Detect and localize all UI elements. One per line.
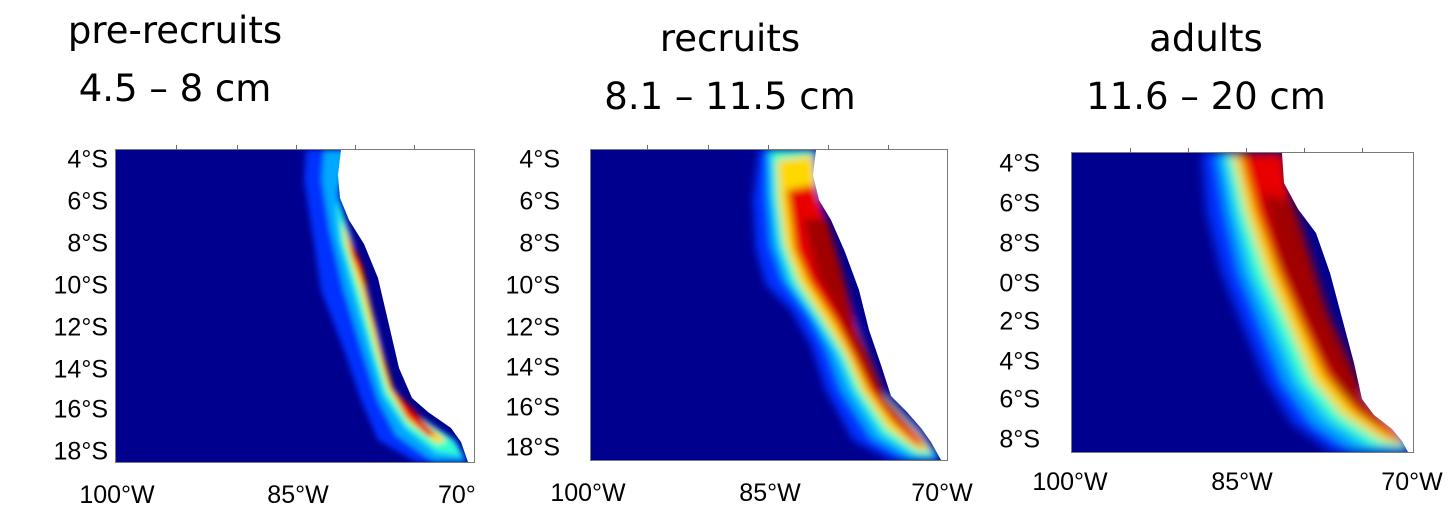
map-panel-adults: adults 11.6 – 20 cm 4°S 6°S 8°S 0°S 2°S … (970, 0, 1452, 513)
abundance-band (304, 150, 468, 462)
x-tick-label: 100°W (1032, 468, 1108, 496)
y-tick-label: 4°S (519, 145, 560, 174)
x-tick (1188, 148, 1189, 153)
y-tick-label: 14°S (53, 355, 108, 384)
y-tick-label: 6°S (999, 385, 1040, 414)
land-mask (813, 150, 947, 460)
y-tick-label: 4°S (999, 149, 1040, 178)
distribution-map (590, 149, 948, 461)
x-tick (237, 145, 238, 150)
x-tick (647, 145, 648, 150)
y-tick-label: 4°S (999, 347, 1040, 376)
y-tick-label: 8°S (999, 229, 1040, 258)
y-tick-label: 12°S (53, 313, 108, 342)
abundance-band (1202, 153, 1412, 452)
x-tick (768, 145, 769, 150)
x-tick (355, 145, 356, 150)
x-tick (414, 145, 415, 150)
panel-title-line1: adults (1149, 17, 1263, 60)
x-tick (1130, 148, 1131, 153)
panel-title-line2: 4.5 – 8 cm (78, 67, 272, 110)
x-tick-label: 70°W (1381, 468, 1443, 496)
y-tick-label: 8°S (67, 229, 108, 258)
abundance-band (753, 150, 941, 460)
land-mask (338, 150, 474, 462)
distribution-map (1071, 152, 1414, 453)
x-tick (1304, 148, 1305, 153)
panel-title-line1: pre-recruits (67, 9, 283, 52)
y-tick-label: 10°S (505, 271, 560, 300)
y-tick-label: 12°S (505, 313, 560, 342)
x-tick (1246, 148, 1247, 153)
x-tick-label: 85°W (267, 481, 329, 509)
y-tick-label: 10°S (53, 271, 108, 300)
x-tick (888, 145, 889, 150)
x-tick-label: 100°W (550, 479, 626, 507)
distribution-map (115, 149, 475, 463)
panel-title-line2: 11.6 – 20 cm (1086, 75, 1326, 118)
x-tick (296, 145, 297, 150)
x-tick-label: 70° (438, 481, 476, 509)
y-tick-label: 14°S (505, 353, 560, 382)
map-panel-pre-recruits: pre-recruits 4.5 – 8 cm 4°S 6°S 8°S 10°S… (0, 0, 480, 513)
x-tick (176, 145, 177, 150)
y-tick-label: 0°S (999, 269, 1040, 298)
x-tick (708, 145, 709, 150)
map-panel-recruits: recruits 8.1 – 11.5 cm 4°S 6°S 8°S 10°S … (480, 0, 973, 513)
y-tick-label: 2°S (999, 307, 1040, 336)
y-tick-label: 18°S (53, 437, 108, 466)
x-tick (1362, 148, 1363, 153)
y-tick-label: 6°S (999, 189, 1040, 218)
land-mask (1282, 153, 1413, 452)
y-tick-label: 6°S (67, 187, 108, 216)
x-tick-label: 100°W (79, 481, 155, 509)
y-tick-label: 8°S (519, 229, 560, 258)
y-tick-label: 16°S (53, 395, 108, 424)
y-tick-label: 4°S (67, 145, 108, 174)
y-tick-label: 6°S (519, 187, 560, 216)
x-tick-label: 85°W (739, 479, 801, 507)
x-tick-label: 85°W (1211, 468, 1273, 496)
y-tick-label: 18°S (505, 433, 560, 462)
y-tick-label: 16°S (505, 393, 560, 422)
y-tick-label: 8°S (999, 425, 1040, 454)
x-tick-label: 70°W (911, 479, 973, 507)
panel-title-line2: 8.1 – 11.5 cm (604, 75, 856, 118)
panel-title-line1: recruits (659, 17, 801, 60)
x-tick (828, 145, 829, 150)
